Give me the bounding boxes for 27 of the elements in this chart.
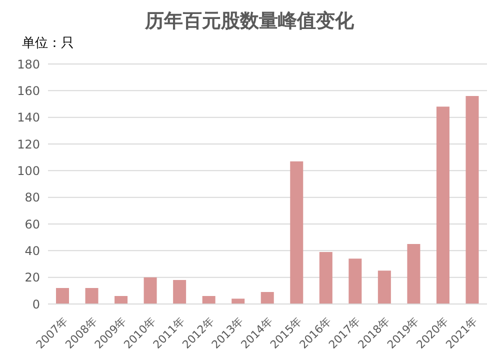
y-tick-label: 160 [17, 84, 40, 98]
bar [466, 96, 479, 304]
bar [85, 288, 98, 304]
y-tick-label: 40 [24, 244, 40, 258]
bar [114, 296, 128, 304]
y-tick-label: 0 [32, 297, 40, 312]
bar [348, 258, 362, 304]
bar [144, 277, 157, 304]
bar [407, 244, 420, 304]
y-tick-label: 80 [24, 190, 40, 205]
bar [378, 270, 391, 304]
chart-title: 历年百元股数量峰值变化 [144, 9, 355, 34]
bar [173, 280, 186, 304]
bar [436, 106, 450, 304]
bar [56, 288, 69, 304]
bar [290, 161, 304, 304]
y-axis-title: 单位：只 [22, 35, 75, 53]
bar [232, 298, 245, 304]
y-tick-label: 140 [17, 110, 40, 125]
y-tick-label: 20 [24, 270, 40, 285]
bar [319, 252, 332, 304]
bar [202, 296, 216, 304]
y-tick-label: 100 [17, 164, 40, 178]
bar [260, 292, 274, 304]
y-tick-label: 60 [24, 217, 40, 232]
y-tick-label: 180 [17, 57, 40, 72]
y-tick-label: 120 [17, 137, 40, 152]
